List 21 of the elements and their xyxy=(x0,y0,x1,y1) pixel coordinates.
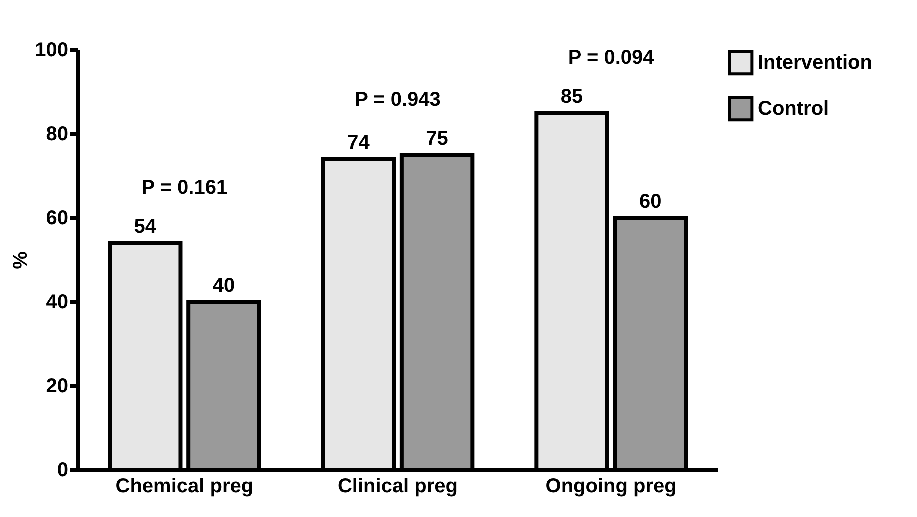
data-label: 74 xyxy=(348,132,371,154)
y-tick-label: 80 xyxy=(46,124,68,146)
y-tick-label: 60 xyxy=(46,208,68,230)
y-tick-label: 20 xyxy=(46,376,68,398)
y-tick-label: 40 xyxy=(46,292,68,314)
data-label: 54 xyxy=(134,216,158,238)
annotation: P = 0.943 xyxy=(355,89,441,111)
annotation: P = 0.094 xyxy=(568,47,656,69)
legend-label: Control xyxy=(758,98,830,120)
x-tick-label: Clinical preg xyxy=(338,476,458,498)
y-tick-label: 0 xyxy=(57,460,68,482)
y-tick-label: 100 xyxy=(35,40,68,62)
data-label: 60 xyxy=(640,191,662,213)
legend-label: Intervention xyxy=(758,52,872,74)
annotation: P = 0.161 xyxy=(142,177,228,200)
x-tick-label: Ongoing preg xyxy=(546,476,677,498)
x-tick-label: Chemical preg xyxy=(116,476,254,498)
y-axis-title: % xyxy=(10,251,32,270)
data-label: 75 xyxy=(426,128,448,150)
data-label: 40 xyxy=(212,275,236,297)
data-label: 85 xyxy=(560,86,584,108)
